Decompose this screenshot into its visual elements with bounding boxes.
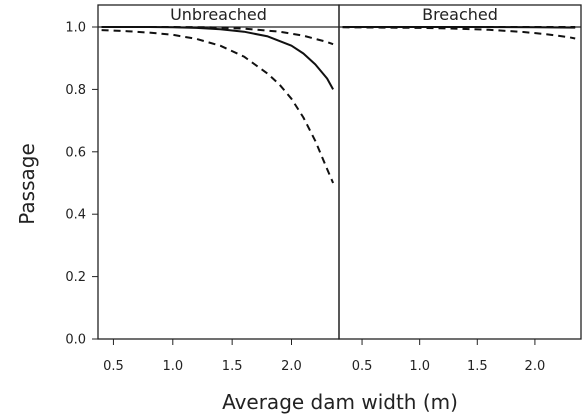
series-line-0-0: [101, 26, 334, 90]
x-axis-title: Average dam width (m): [222, 390, 458, 414]
x-axis: 0.5 1.0 1.5 2.0 0.5 1.0 1.5 2.0: [103, 339, 545, 374]
strip-label-1: Breached: [422, 5, 498, 24]
panel-border-0: [97, 4, 340, 340]
y-axis: 0.0 0.2 0.4 0.6 0.8 1.0: [65, 21, 98, 348]
series-line-1-2: [342, 26, 576, 40]
series-line-0-1: [101, 26, 334, 46]
x-tick-label-1-1.0: 1.0: [409, 359, 430, 374]
y-tick-label-0.4: 0.4: [65, 208, 86, 223]
y-tick-label-0.2: 0.2: [65, 270, 86, 285]
panels-layer: Unbreached Breached: [97, 4, 582, 340]
panel-0: Unbreached: [97, 4, 340, 340]
panel-1: Breached: [338, 4, 582, 340]
x-tick-label-0-1.5: 1.5: [222, 359, 243, 374]
y-axis-title: Passage: [15, 143, 39, 225]
x-tick-label-0-2.0: 2.0: [281, 359, 302, 374]
x-tick-label-1-2.0: 2.0: [525, 359, 546, 374]
y-tick-label-0.0: 0.0: [65, 333, 86, 348]
x-tick-label-1-1.5: 1.5: [467, 359, 488, 374]
x-tick-label-0-0.5: 0.5: [103, 359, 124, 374]
series-line-0-2: [101, 29, 335, 184]
y-tick-label-0.8: 0.8: [65, 83, 86, 98]
strip-label-0: Unbreached: [170, 5, 267, 24]
y-tick-label-0.6: 0.6: [65, 145, 86, 160]
x-tick-label-1-0.5: 0.5: [352, 359, 373, 374]
x-tick-label-0-1.0: 1.0: [162, 359, 183, 374]
y-tick-label-1.0: 1.0: [65, 21, 86, 36]
panel-border-1: [338, 4, 582, 340]
